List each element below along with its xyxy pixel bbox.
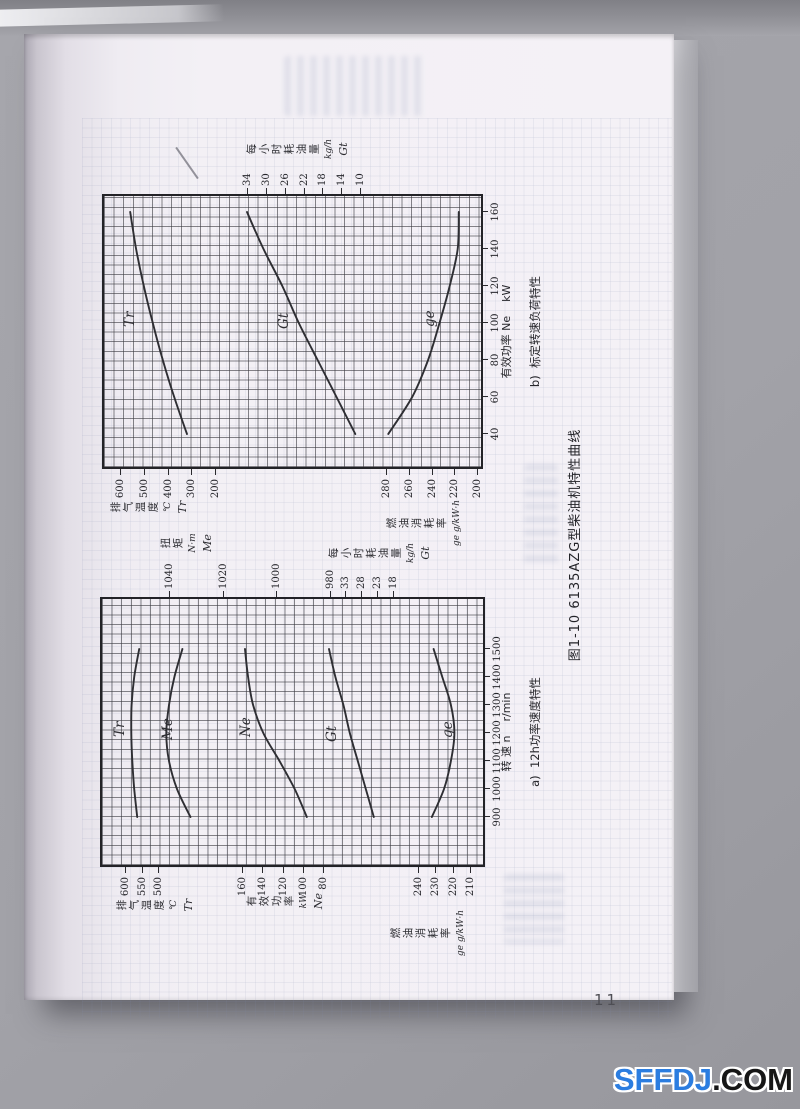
x-tick-mark [483, 285, 488, 286]
figure-rotated-container: 900 1000 1100 1200 1300 1400 1500 600 550 500 排气温度… [90, 120, 600, 970]
watermark: SFFDJ.COM [614, 1062, 793, 1098]
axis-scale-name: 每小时耗油量 [246, 143, 321, 156]
y-tick-mark [341, 188, 343, 194]
y-tick-mark [360, 188, 361, 194]
y-tick-label: 10 [355, 173, 366, 186]
x-tick-mark [483, 359, 488, 360]
y-tick-mark [247, 188, 248, 194]
curve-Gt [328, 648, 375, 818]
chart-speed-characteristic: 900 1000 1100 1200 1300 1400 1500 600 550 500 排气温度… [90, 120, 600, 970]
curve-ge [387, 211, 460, 435]
y-tick-mark [265, 188, 267, 194]
curve-Ne [244, 648, 308, 818]
curve-Me [165, 648, 192, 818]
watermark-sffdj: SFFDJ [613, 1062, 713, 1097]
axis-scale-unit: ge g/kW·h [451, 499, 462, 547]
showthrough-smudge [504, 874, 564, 944]
book-page: 900 1000 1100 1200 1300 1400 1500 600 550 500 排气温度… [24, 34, 674, 1018]
y-tick-mark [454, 469, 456, 475]
showthrough-smudge [524, 464, 558, 564]
page-number: 11 [594, 991, 620, 1009]
showthrough-smudge [284, 56, 424, 116]
y-tick-label: 200 [210, 479, 221, 499]
curve-ge [430, 648, 456, 818]
y-tick-mark [408, 469, 410, 475]
axis-scale-name: 排气温度 [110, 501, 160, 514]
chart-curves [130, 648, 456, 818]
curve-label-Tr: Tr [122, 311, 138, 327]
y-tick-mark [477, 469, 478, 475]
chart-caption: b) 标定转速负荷特性 [528, 275, 542, 388]
x-axis-title: 有效功率 Ne kW [500, 284, 513, 379]
chart-curves [129, 211, 460, 435]
chart-load-characteristic: 40 60 80 100 120 140 160 600 500 400 300 200 排气温度 ℃ Tr… [90, 120, 600, 970]
y-tick-mark [215, 469, 216, 475]
x-tick-mark [483, 211, 488, 212]
axis-scale-unit: ℃ [163, 501, 173, 513]
x-tick-mark [483, 396, 488, 397]
page-stack-edge [674, 40, 698, 992]
y-tick-label: 200 [472, 479, 483, 499]
curve-label-Gt: Gt [276, 312, 292, 329]
y-tick-mark [431, 469, 433, 475]
y-tick-mark [386, 469, 387, 475]
watermark-com: .COM [712, 1062, 793, 1097]
axis-scale-unit: kg/h [324, 138, 334, 160]
x-tick-mark [483, 433, 488, 434]
axis-scale-label-Tr: 排气温度 ℃ Tr [110, 472, 189, 542]
curve-Tr [130, 648, 141, 818]
curve-Tr [129, 211, 188, 435]
axis-scale-label-ge: 燃油消耗率 ge g/kW·h [386, 488, 462, 558]
axis-scale-label-Gt: 每小时耗油量 kg/h Gt [246, 114, 350, 184]
x-tick-mark [483, 322, 488, 323]
axis-scale-symbol: Tr [176, 500, 189, 514]
y-tick-mark [284, 188, 286, 194]
axis-scale-symbol: Gt [337, 142, 350, 156]
axis-scale-name: 燃油消耗率 [386, 517, 449, 530]
curve-Gt [246, 211, 357, 435]
y-tick-mark [191, 469, 193, 475]
figure-caption: 图1-10 6135AZG型柴油机特性曲线 [568, 428, 583, 662]
y-tick-mark [303, 188, 305, 194]
y-tick-mark [322, 188, 324, 194]
curve-label-ge: ge [422, 310, 438, 327]
x-tick-mark [483, 248, 488, 249]
